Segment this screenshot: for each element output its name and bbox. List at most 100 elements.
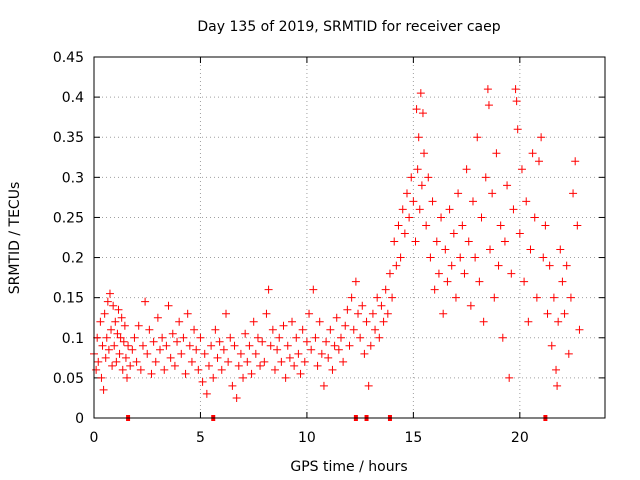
data-point xyxy=(283,341,292,350)
data-point xyxy=(322,337,331,346)
data-point xyxy=(116,333,125,342)
data-point xyxy=(315,317,324,326)
data-point xyxy=(477,213,486,222)
data-point xyxy=(147,369,156,378)
data-point xyxy=(175,317,184,326)
data-point xyxy=(415,205,424,214)
data-point xyxy=(143,349,152,358)
data-point xyxy=(430,285,439,294)
x-tick-label: 5 xyxy=(196,430,205,446)
data-point xyxy=(317,349,326,358)
data-point xyxy=(230,341,239,350)
data-point xyxy=(198,377,207,386)
data-point xyxy=(173,337,182,346)
data-point xyxy=(300,357,309,366)
data-point xyxy=(509,205,518,214)
data-point xyxy=(411,237,420,246)
data-point xyxy=(558,277,567,286)
data-point xyxy=(462,165,471,174)
data-point xyxy=(121,353,130,362)
data-point xyxy=(162,341,171,350)
data-point xyxy=(351,277,360,286)
data-point xyxy=(213,353,222,362)
data-point xyxy=(117,313,126,322)
data-point xyxy=(420,149,429,158)
data-point xyxy=(494,261,503,270)
data-point xyxy=(528,149,537,158)
data-point xyxy=(115,349,124,358)
data-point xyxy=(473,133,482,142)
data-point xyxy=(537,133,546,142)
data-point xyxy=(460,269,469,278)
data-point xyxy=(204,361,213,370)
data-point xyxy=(290,361,299,370)
data-point xyxy=(341,321,350,330)
data-point xyxy=(418,109,427,118)
data-point xyxy=(503,181,512,190)
data-point xyxy=(132,357,141,366)
data-point xyxy=(326,325,335,334)
data-point xyxy=(247,369,256,378)
data-point xyxy=(439,309,448,318)
data-point xyxy=(539,253,548,262)
data-point xyxy=(360,349,369,358)
data-point xyxy=(336,333,345,342)
data-point xyxy=(309,285,318,294)
data-point xyxy=(454,189,463,198)
data-point xyxy=(114,305,123,314)
data-point xyxy=(141,297,150,306)
data-point xyxy=(275,333,284,342)
data-point xyxy=(226,333,235,342)
data-point xyxy=(302,337,311,346)
data-point xyxy=(332,313,341,322)
data-point xyxy=(96,317,105,326)
data-point xyxy=(513,125,522,134)
data-point xyxy=(409,197,418,206)
data-point xyxy=(375,333,384,342)
data-point xyxy=(305,309,314,318)
data-point xyxy=(441,245,450,254)
data-point xyxy=(573,221,582,230)
data-point xyxy=(99,385,108,394)
data-point xyxy=(168,329,177,338)
data-point xyxy=(522,197,531,206)
data-point xyxy=(366,341,375,350)
data-point xyxy=(319,381,328,390)
data-point xyxy=(449,229,458,238)
data-point xyxy=(545,261,554,270)
data-point xyxy=(160,365,169,374)
data-point xyxy=(224,357,233,366)
data-point xyxy=(556,245,565,254)
data-point xyxy=(190,325,199,334)
data-point xyxy=(228,381,237,390)
data-point xyxy=(553,381,562,390)
data-point xyxy=(281,373,290,382)
data-point xyxy=(101,353,110,362)
data-point xyxy=(215,337,224,346)
data-point xyxy=(111,317,120,326)
x-axis-label: GPS time / hours xyxy=(290,459,407,475)
data-point xyxy=(294,349,303,358)
data-point xyxy=(505,373,514,382)
data-point xyxy=(123,373,132,382)
data-point xyxy=(120,321,129,330)
data-point xyxy=(219,345,228,354)
x-tick-label: 15 xyxy=(404,430,422,446)
data-point xyxy=(222,309,231,318)
data-point xyxy=(243,357,252,366)
data-point xyxy=(347,293,356,302)
data-point xyxy=(307,345,316,354)
data-point xyxy=(414,133,423,142)
data-point xyxy=(330,341,339,350)
data-point xyxy=(192,345,201,354)
data-point xyxy=(575,325,584,334)
data-point xyxy=(268,325,277,334)
data-point xyxy=(292,333,301,342)
data-point xyxy=(179,333,188,342)
data-point xyxy=(390,237,399,246)
data-point xyxy=(385,269,394,278)
y-tick-label: 0.35 xyxy=(53,130,84,146)
data-point xyxy=(490,293,499,302)
data-point xyxy=(217,365,226,374)
data-point xyxy=(526,245,535,254)
